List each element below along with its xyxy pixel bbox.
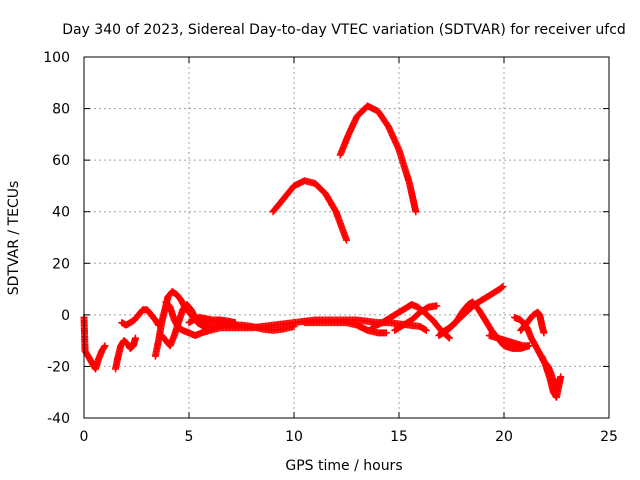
data-point: [498, 283, 506, 291]
chart-title: Day 340 of 2023, Sidereal Day-to-day VTE…: [62, 22, 626, 38]
data-point: [343, 236, 350, 244]
data-point: [499, 282, 507, 290]
data-point: [557, 373, 565, 381]
data-point: [445, 334, 453, 342]
data-marks: [80, 102, 565, 401]
y-axis-label: SDTVAR / TECUs: [6, 181, 22, 296]
data-point: [444, 333, 452, 341]
x-tick-label: 10: [285, 429, 303, 445]
data-point: [131, 334, 139, 342]
y-tick-label: 80: [52, 102, 70, 118]
x-tick-label: 15: [390, 429, 408, 445]
data-point: [421, 326, 429, 334]
y-tick-label: 40: [52, 205, 70, 221]
data-point: [231, 319, 239, 327]
data-point: [433, 302, 441, 310]
series-arc-n: [437, 282, 507, 337]
data-point: [101, 342, 109, 350]
series-arc-l: [391, 302, 441, 334]
axis-ticks: 0 5 10 15 20 25 -40 -20 0 20 40 60 80 100: [43, 50, 618, 445]
data-point: [422, 326, 430, 334]
data-point: [382, 329, 390, 337]
y-tick-label: 60: [52, 153, 70, 169]
series-arc-h: [269, 177, 350, 244]
series-arc-q: [517, 308, 548, 337]
series-arc-i: [336, 102, 420, 216]
x-axis-label: GPS time / hours: [285, 458, 402, 474]
series-arc-j: [301, 319, 390, 337]
x-tick-label: 25: [600, 429, 618, 445]
series-arc-o: [485, 331, 533, 350]
series-arc-c: [118, 306, 163, 329]
data-point: [100, 343, 108, 351]
y-tick-label: -20: [47, 359, 70, 375]
y-tick-label: 20: [52, 256, 70, 272]
y-tick-label: 0: [61, 308, 70, 324]
data-point: [412, 208, 420, 216]
y-tick-label: 100: [43, 50, 70, 66]
series-arc-g: [185, 313, 239, 327]
y-tick-label: -40: [47, 411, 70, 427]
series-arc-a: [80, 313, 109, 373]
series-arc-b: [112, 334, 139, 373]
data-point: [525, 342, 533, 350]
x-tick-label: 5: [185, 429, 194, 445]
data-point: [540, 329, 548, 337]
grid: [84, 57, 609, 418]
series-arc-p: [511, 313, 563, 394]
plot-frame: [83, 56, 610, 419]
x-tick-label: 20: [495, 429, 513, 445]
series-arc-r: [538, 352, 565, 401]
x-tick-label: 0: [80, 429, 89, 445]
